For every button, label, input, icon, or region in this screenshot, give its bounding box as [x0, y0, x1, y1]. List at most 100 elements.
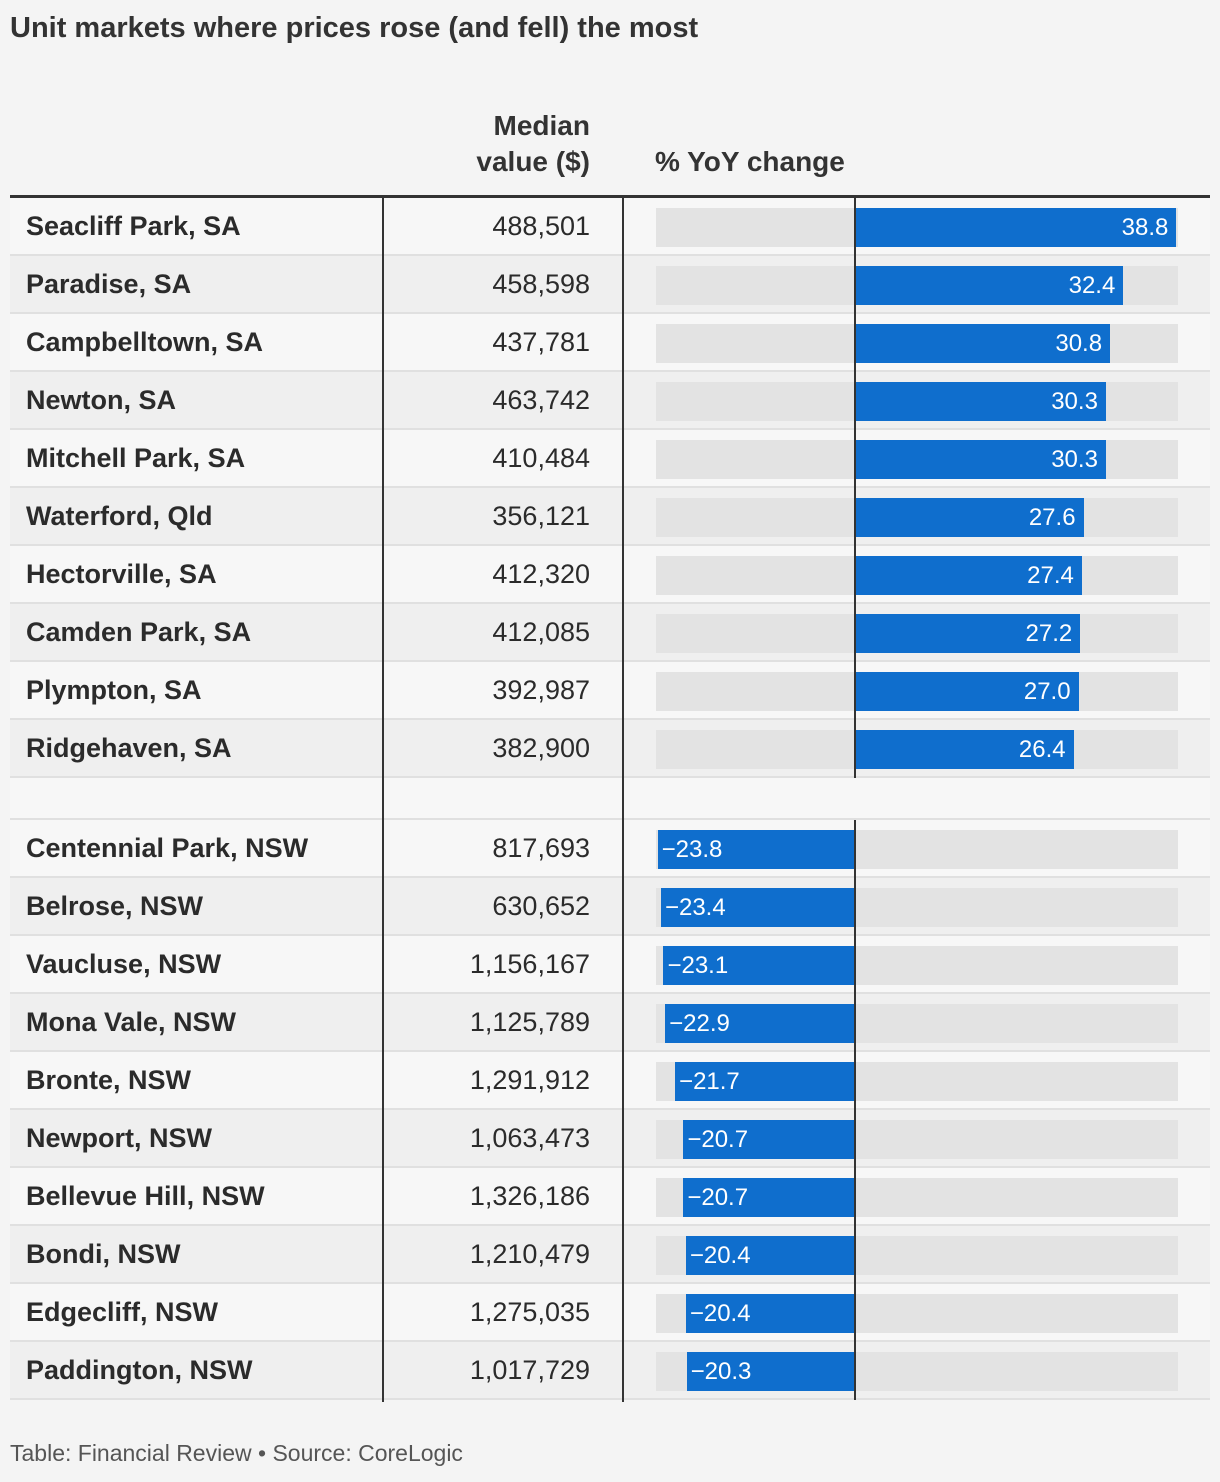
table-row: Newton, SA 463,742 30.3: [10, 372, 1210, 430]
change-bar: [854, 266, 1124, 305]
change-bar: [854, 556, 1082, 595]
median-value: 1,291,912: [469, 1065, 590, 1095]
change-label: −20.4: [689, 1300, 751, 1327]
change-label: 38.8: [1121, 214, 1169, 241]
suburb-name: Bondi, NSW: [26, 1239, 181, 1269]
table-row: Vaucluse, NSW 1,156,167 −23.1: [10, 936, 1210, 994]
suburb-name: Seacliff Park, SA: [26, 211, 241, 241]
change-label: −20.3: [690, 1358, 752, 1385]
suburb-name: Bronte, NSW: [26, 1065, 191, 1095]
median-value: 412,320: [492, 559, 590, 589]
zero-axis-line: [853, 820, 856, 1400]
median-value: 1,210,479: [469, 1239, 590, 1269]
change-bar: [854, 324, 1111, 363]
table-row: Mitchell Park, SA 410,484 30.3: [10, 430, 1210, 488]
change-bar: [683, 1120, 855, 1159]
chart-title: Unit markets where prices rose (and fell…: [10, 12, 699, 44]
median-value: 630,652: [492, 891, 590, 921]
change-label: −22.9: [669, 1010, 730, 1037]
table-row: Hectorville, SA 412,320 27.4: [10, 546, 1210, 604]
median-value: 382,900: [492, 733, 590, 763]
change-bar: [660, 888, 855, 927]
median-value: 463,742: [492, 385, 590, 415]
median-value: 392,987: [492, 675, 590, 705]
median-value: 410,484: [492, 443, 590, 473]
suburb-name: Paddington, NSW: [26, 1355, 253, 1385]
change-label: 30.3: [1051, 446, 1098, 473]
change-label: 32.4: [1068, 272, 1116, 299]
median-column-header: Median value ($): [390, 108, 590, 180]
table-row: Centennial Park, NSW 817,693 −23.8: [10, 820, 1210, 878]
change-label: 30.3: [1051, 388, 1098, 415]
median-value: 1,063,473: [469, 1123, 590, 1153]
change-column-header: % YoY change: [655, 146, 845, 177]
zero-axis-line: [853, 198, 856, 778]
median-value: 1,326,186: [469, 1181, 590, 1211]
change-label: 26.4: [1018, 736, 1066, 763]
median-value: 1,156,167: [469, 949, 590, 979]
suburb-name: Mitchell Park, SA: [26, 443, 246, 473]
table-row: Bondi, NSW 1,210,479 −20.4: [10, 1226, 1210, 1284]
change-bar: [686, 1352, 855, 1391]
column-divider-name: [382, 198, 384, 1402]
change-label: −20.4: [689, 1242, 751, 1269]
change-bar: [854, 730, 1074, 769]
median-header-line1: Median: [493, 110, 590, 141]
median-value: 458,598: [492, 269, 590, 299]
change-bar: [685, 1294, 855, 1333]
change-label: 30.8: [1055, 330, 1103, 357]
table-row: Bronte, NSW 1,291,912 −21.7: [10, 1052, 1210, 1110]
table-row: Paddington, NSW 1,017,729 −20.3: [10, 1342, 1210, 1400]
change-bar: [685, 1236, 855, 1275]
column-divider-value: [622, 198, 624, 1402]
change-label: −23.1: [667, 952, 729, 979]
table-row: Belrose, NSW 630,652 −23.4: [10, 878, 1210, 936]
suburb-name: Belrose, NSW: [26, 891, 204, 921]
suburb-name: Camden Park, SA: [26, 617, 252, 647]
change-label: 27.2: [1025, 620, 1073, 647]
table-row: Mona Vale, NSW 1,125,789 −22.9: [10, 994, 1210, 1052]
suburb-name: Edgecliff, NSW: [26, 1297, 219, 1327]
median-value: 1,017,729: [469, 1355, 590, 1385]
change-bar: [683, 1178, 855, 1217]
table-row: Paradise, SA 458,598 32.4: [10, 256, 1210, 314]
suburb-name: Ridgehaven, SA: [26, 733, 232, 763]
suburb-name: Bellevue Hill, NSW: [26, 1181, 265, 1211]
change-bar: [663, 946, 855, 985]
suburb-name: Newton, SA: [26, 385, 177, 415]
change-label: 27.0: [1023, 678, 1071, 705]
group-spacer: [10, 778, 1210, 820]
median-value: 356,121: [492, 501, 590, 531]
change-bar: [854, 208, 1177, 247]
median-value: 1,275,035: [469, 1297, 590, 1327]
change-label: −23.4: [664, 894, 726, 921]
suburb-name: Newport, NSW: [26, 1123, 212, 1153]
suburb-name: Centennial Park, NSW: [26, 833, 309, 863]
change-bar: [665, 1004, 855, 1043]
change-bar: [854, 672, 1079, 711]
table-row: Newport, NSW 1,063,473 −20.7: [10, 1110, 1210, 1168]
table-row: Seacliff Park, SA 488,501 38.8: [10, 198, 1210, 256]
median-header-line2: value ($): [476, 146, 590, 177]
median-value: 437,781: [492, 327, 590, 357]
footer-credit: Table: Financial Review • Source: CoreLo…: [10, 1440, 463, 1466]
table-row: Ridgehaven, SA 382,900 26.4: [10, 720, 1210, 778]
table-row: Campbelltown, SA 437,781 30.8: [10, 314, 1210, 372]
change-bar: [854, 498, 1084, 537]
change-bar: [854, 614, 1081, 653]
change-bar: [854, 440, 1106, 479]
median-value: 412,085: [492, 617, 590, 647]
suburb-name: Hectorville, SA: [26, 559, 217, 589]
change-label: 27.4: [1027, 562, 1074, 589]
table-row: Waterford, Qld 356,121 27.6: [10, 488, 1210, 546]
change-label: −21.7: [679, 1068, 740, 1095]
table-row: Plympton, SA 392,987 27.0: [10, 662, 1210, 720]
change-bar: [675, 1062, 855, 1101]
change-label: 27.6: [1028, 504, 1076, 531]
suburb-name: Mona Vale, NSW: [26, 1007, 237, 1037]
median-value: 817,693: [492, 833, 590, 863]
median-value: 1,125,789: [469, 1007, 590, 1037]
table-row: Bellevue Hill, NSW 1,326,186 −20.7: [10, 1168, 1210, 1226]
change-bar: [657, 830, 855, 869]
change-label: −20.7: [687, 1126, 749, 1153]
